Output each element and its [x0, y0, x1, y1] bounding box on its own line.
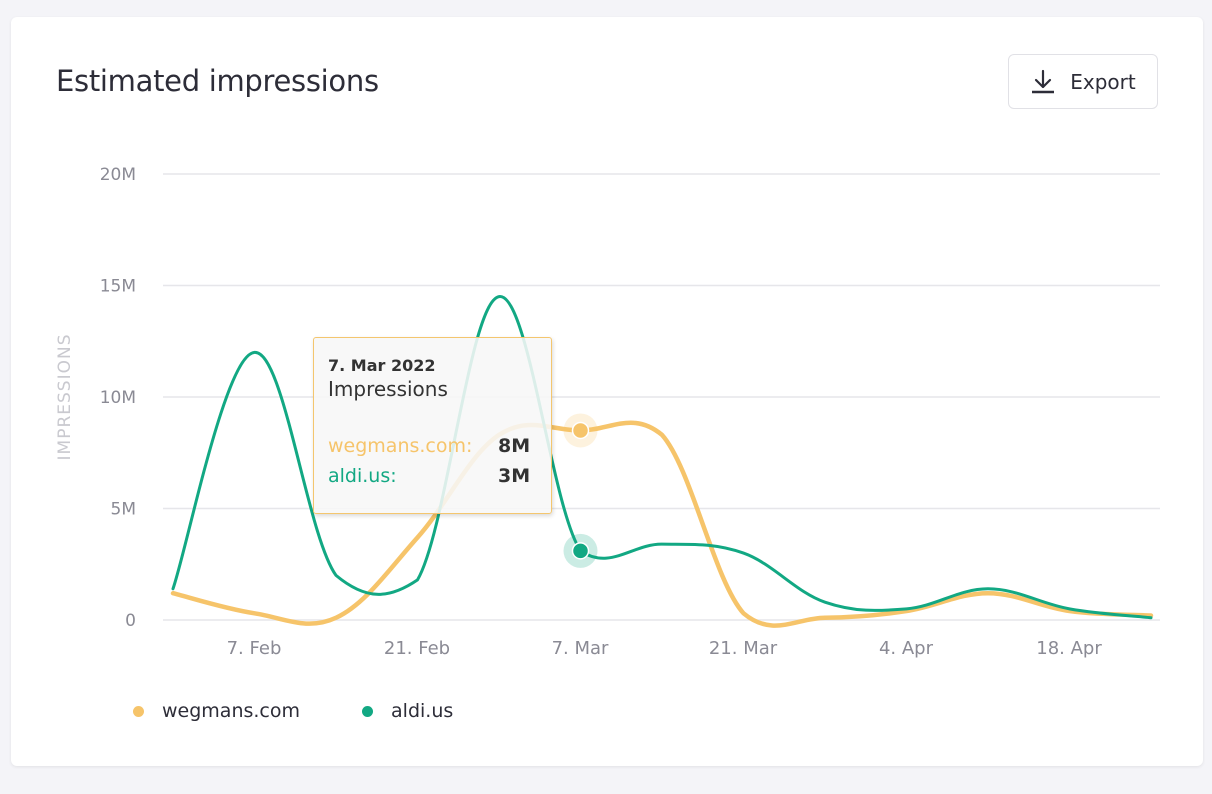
- tooltip-series-value: 3M: [498, 465, 531, 487]
- legend-label: aldi.us: [391, 700, 454, 722]
- svg-text:5M: 5M: [111, 500, 136, 520]
- tooltip-date: 7. Mar 2022: [328, 356, 436, 375]
- series-wegmans[interactable]: [170, 420, 1154, 628]
- legend-dot-icon: [133, 705, 144, 717]
- svg-text:7. Feb: 7. Feb: [227, 638, 282, 659]
- chart-tooltip: 7. Mar 2022 Impressions wegmans.com: 8M …: [313, 337, 552, 514]
- svg-text:7. Mar: 7. Mar: [552, 638, 609, 659]
- export-button[interactable]: Export: [1008, 54, 1158, 109]
- y-axis-ticks: 0 5M 10M 15M 20M: [100, 165, 136, 631]
- svg-text:15M: 15M: [100, 277, 136, 297]
- legend-item-wegmans[interactable]: wegmans.com: [133, 700, 300, 722]
- legend-label: wegmans.com: [162, 700, 301, 722]
- hover-markers: [563, 413, 598, 568]
- series-aldi[interactable]: [171, 295, 1153, 620]
- legend-item-aldi[interactable]: aldi.us: [362, 700, 453, 722]
- legend-dot-icon: [362, 705, 374, 717]
- svg-text:21. Feb: 21. Feb: [384, 638, 450, 659]
- svg-text:0: 0: [125, 611, 136, 631]
- svg-text:20M: 20M: [100, 165, 136, 185]
- tooltip-row-aldi: aldi.us: 3M: [328, 461, 551, 491]
- tooltip-series-name: aldi.us:: [328, 465, 397, 487]
- tooltip-row-wegmans: wegmans.com: 8M: [328, 431, 551, 461]
- export-label: Export: [1070, 69, 1136, 94]
- svg-text:4. Apr: 4. Apr: [879, 638, 934, 659]
- impressions-card: Estimated impressions Export: [11, 17, 1203, 766]
- svg-text:18. Apr: 18. Apr: [1036, 638, 1102, 659]
- tooltip-series-value: 8M: [498, 435, 531, 457]
- svg-text:21. Mar: 21. Mar: [709, 638, 778, 659]
- tooltip-metric: Impressions: [328, 377, 448, 401]
- download-icon: [1030, 69, 1056, 95]
- chart-legend: wegmans.com aldi.us: [133, 700, 453, 722]
- y-axis-title: IMPRESSIONS: [55, 334, 75, 461]
- card-title: Estimated impressions: [56, 64, 379, 98]
- svg-text:IMPRESSIONS: IMPRESSIONS: [55, 334, 75, 461]
- svg-text:10M: 10M: [100, 388, 136, 408]
- tooltip-series-name: wegmans.com:: [328, 435, 473, 457]
- x-axis-ticks: 7. Feb 21. Feb 7. Mar 21. Mar 4. Apr 18. Apr: [227, 638, 1103, 659]
